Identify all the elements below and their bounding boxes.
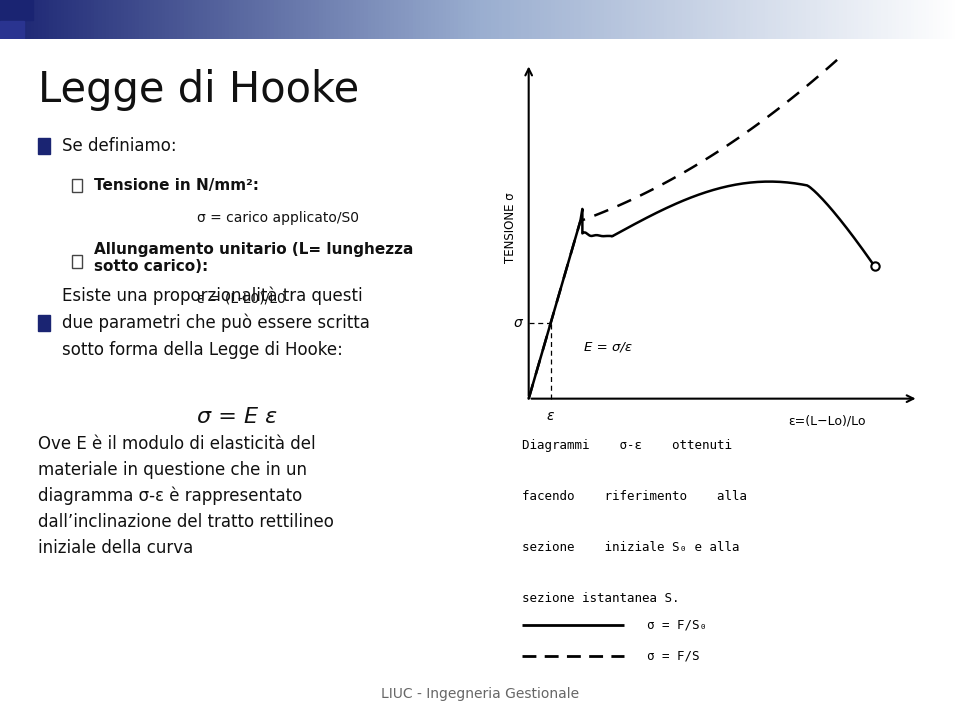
Text: ε: ε bbox=[547, 409, 554, 422]
Bar bbox=[0, 21, 25, 39]
Text: LIUC - Ingegneria Gestionale: LIUC - Ingegneria Gestionale bbox=[381, 687, 579, 701]
Text: ε = (L-L0)/L0: ε = (L-L0)/L0 bbox=[197, 291, 285, 305]
Text: σ = E ε: σ = E ε bbox=[197, 408, 276, 427]
Text: facendo    riferimento    alla: facendo riferimento alla bbox=[521, 490, 747, 503]
Text: Allungamento unitario (L= lunghezza
sotto carico):: Allungamento unitario (L= lunghezza sott… bbox=[94, 242, 413, 275]
Text: Ove E è il modulo di elasticità del
materiale in questione che in un
diagramma σ: Ove E è il modulo di elasticità del mate… bbox=[38, 435, 334, 557]
Text: E = σ/ε: E = σ/ε bbox=[585, 341, 633, 354]
Text: Esiste una proporzionalità tra questi
due parametri che può essere scritta
sotto: Esiste una proporzionalità tra questi du… bbox=[62, 287, 371, 359]
Bar bbox=[38, 138, 50, 154]
Bar bbox=[72, 255, 82, 268]
Bar bbox=[0, 0, 33, 20]
Text: σ = carico applicato/S0: σ = carico applicato/S0 bbox=[197, 212, 359, 225]
Text: Diagrammi    σ-ε    ottenuti: Diagrammi σ-ε ottenuti bbox=[521, 439, 732, 452]
Text: Tensione in N/mm²:: Tensione in N/mm²: bbox=[94, 178, 258, 193]
Text: ε=(L−Lo)/Lo: ε=(L−Lo)/Lo bbox=[788, 415, 866, 427]
Text: Se definiamo:: Se definiamo: bbox=[62, 137, 177, 155]
Text: TENSIONE σ: TENSIONE σ bbox=[504, 192, 517, 263]
Text: σ: σ bbox=[514, 317, 522, 330]
Text: Legge di Hooke: Legge di Hooke bbox=[38, 69, 360, 111]
Text: sezione istantanea S.: sezione istantanea S. bbox=[521, 592, 679, 605]
Text: sezione    iniziale S₀ e alla: sezione iniziale S₀ e alla bbox=[521, 541, 739, 554]
Bar bbox=[38, 315, 50, 331]
Text: σ = F/S₀: σ = F/S₀ bbox=[646, 619, 707, 632]
Bar bbox=[72, 179, 82, 192]
Text: σ = F/S: σ = F/S bbox=[646, 650, 699, 662]
